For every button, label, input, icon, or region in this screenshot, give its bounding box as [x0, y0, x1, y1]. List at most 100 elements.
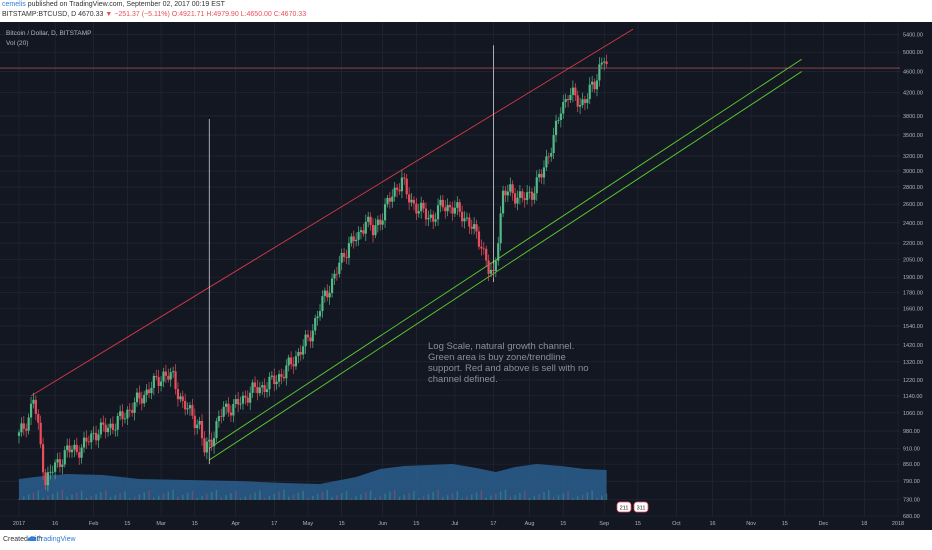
volume-bar: [230, 493, 232, 500]
time-tick-label: 15: [339, 521, 345, 527]
candle-body: [586, 98, 589, 104]
candle-body: [497, 243, 500, 261]
volume-bar: [47, 495, 49, 500]
volume-bar: [61, 489, 64, 500]
candle-body: [157, 377, 160, 386]
volume-bar: [114, 495, 117, 500]
price-tick-label: 1540.00: [903, 324, 923, 330]
candle-body: [444, 207, 447, 212]
candle-body: [473, 224, 476, 229]
candle-body: [290, 357, 293, 365]
volume-bar: [374, 497, 377, 500]
candle-body: [61, 464, 64, 467]
candle-body: [210, 439, 213, 447]
candle-body: [205, 441, 208, 453]
candle-body: [179, 396, 182, 400]
volume-bar: [437, 490, 439, 500]
volume-bar: [326, 490, 328, 500]
volume-bar: [567, 491, 569, 500]
candle-body: [588, 84, 591, 99]
candle-body: [338, 262, 341, 274]
candle-body: [487, 260, 490, 274]
candle-body: [198, 420, 201, 425]
price-tick-label: 980.00: [903, 429, 920, 435]
candle-body: [232, 403, 235, 416]
volume-badges: 211 311: [616, 501, 649, 513]
candle-body: [208, 439, 211, 442]
candle-body: [434, 219, 437, 222]
candle-body: [364, 221, 367, 234]
candle-body: [412, 199, 416, 204]
price-tick-label: 2600.00: [903, 202, 923, 208]
volume-bar: [76, 492, 78, 500]
candle-body: [128, 409, 131, 411]
price-tick-label: 1320.00: [903, 360, 923, 366]
candle-body: [554, 120, 558, 136]
candle-body: [147, 389, 151, 394]
price-tick-label: 1660.00: [903, 307, 923, 313]
candle-body: [109, 423, 112, 428]
candle-body: [68, 445, 71, 453]
candle-body: [251, 382, 254, 393]
candle-body: [362, 230, 365, 234]
candle-body: [564, 99, 567, 102]
candle-body: [458, 202, 461, 212]
volume-bar: [413, 490, 415, 500]
candle-body: [212, 438, 216, 447]
volume-bar: [504, 489, 507, 500]
price-tick-label: 4200.00: [903, 91, 923, 97]
candle-body: [261, 385, 264, 388]
candle-body: [600, 62, 603, 65]
candle-body: [191, 405, 194, 416]
candle-body: [169, 372, 172, 380]
candle-body: [453, 207, 456, 214]
volume-bar: [586, 492, 589, 500]
candle-body: [400, 177, 404, 192]
candle-body: [436, 205, 440, 220]
time-tick-label: Sep: [599, 521, 609, 527]
volume-bar: [239, 498, 242, 500]
volume-bar: [403, 494, 406, 500]
volume-bar: [538, 494, 540, 500]
candle-body: [20, 423, 23, 433]
price-axis[interactable]: 5400.00 5000.00 4600.00 4200.00 3800.00 3500.…: [900, 22, 932, 530]
volume-bar: [418, 498, 420, 500]
volume-bar: [148, 490, 150, 500]
channel-support_lower: [209, 71, 802, 461]
volume-bar: [104, 490, 107, 500]
candle-body: [222, 406, 225, 417]
time-tick-label: 16: [710, 521, 716, 527]
volume-bar: [524, 490, 526, 500]
candle-body: [318, 311, 322, 317]
volume-bar: [384, 493, 386, 500]
candle-body: [46, 472, 49, 486]
volume-bar: [109, 497, 112, 500]
chart-canvas[interactable]: 4670.33 5400.005000.004600.004200.003800…: [0, 22, 932, 530]
volume-bar: [177, 496, 179, 500]
candle-body: [439, 199, 442, 206]
time-tick-label: Nov: [746, 521, 756, 527]
candle-body: [523, 198, 526, 201]
candle-body: [480, 246, 483, 249]
candle-body: [39, 422, 42, 445]
volume-bar: [471, 494, 473, 500]
candle-body: [323, 290, 326, 297]
candle-body: [540, 173, 543, 178]
volume-bar: [528, 498, 531, 500]
candle-body: [516, 197, 519, 204]
tradingview-logo[interactable]: TradingView: [37, 536, 76, 543]
candle-body: [461, 211, 464, 222]
candle-body: [282, 376, 286, 379]
volume-bar: [548, 490, 550, 500]
author-link[interactable]: cemelis: [2, 1, 26, 8]
candle-body: [193, 415, 196, 429]
volume-bar: [52, 493, 54, 500]
time-axis[interactable]: 2017 16 Feb 15 Mar 15 Apr 17 May 15 Jun 15 Jul 17 Aug 1…: [13, 521, 904, 527]
volume-bar: [167, 491, 170, 500]
candle-body: [379, 219, 382, 225]
candle-body: [581, 99, 584, 106]
annotation-text[interactable]: Log Scale, natural growth channel. Green …: [428, 341, 589, 385]
candle-body: [102, 422, 105, 425]
symbol-label: BITSTAMP:BTCUSD, D: [2, 11, 77, 18]
